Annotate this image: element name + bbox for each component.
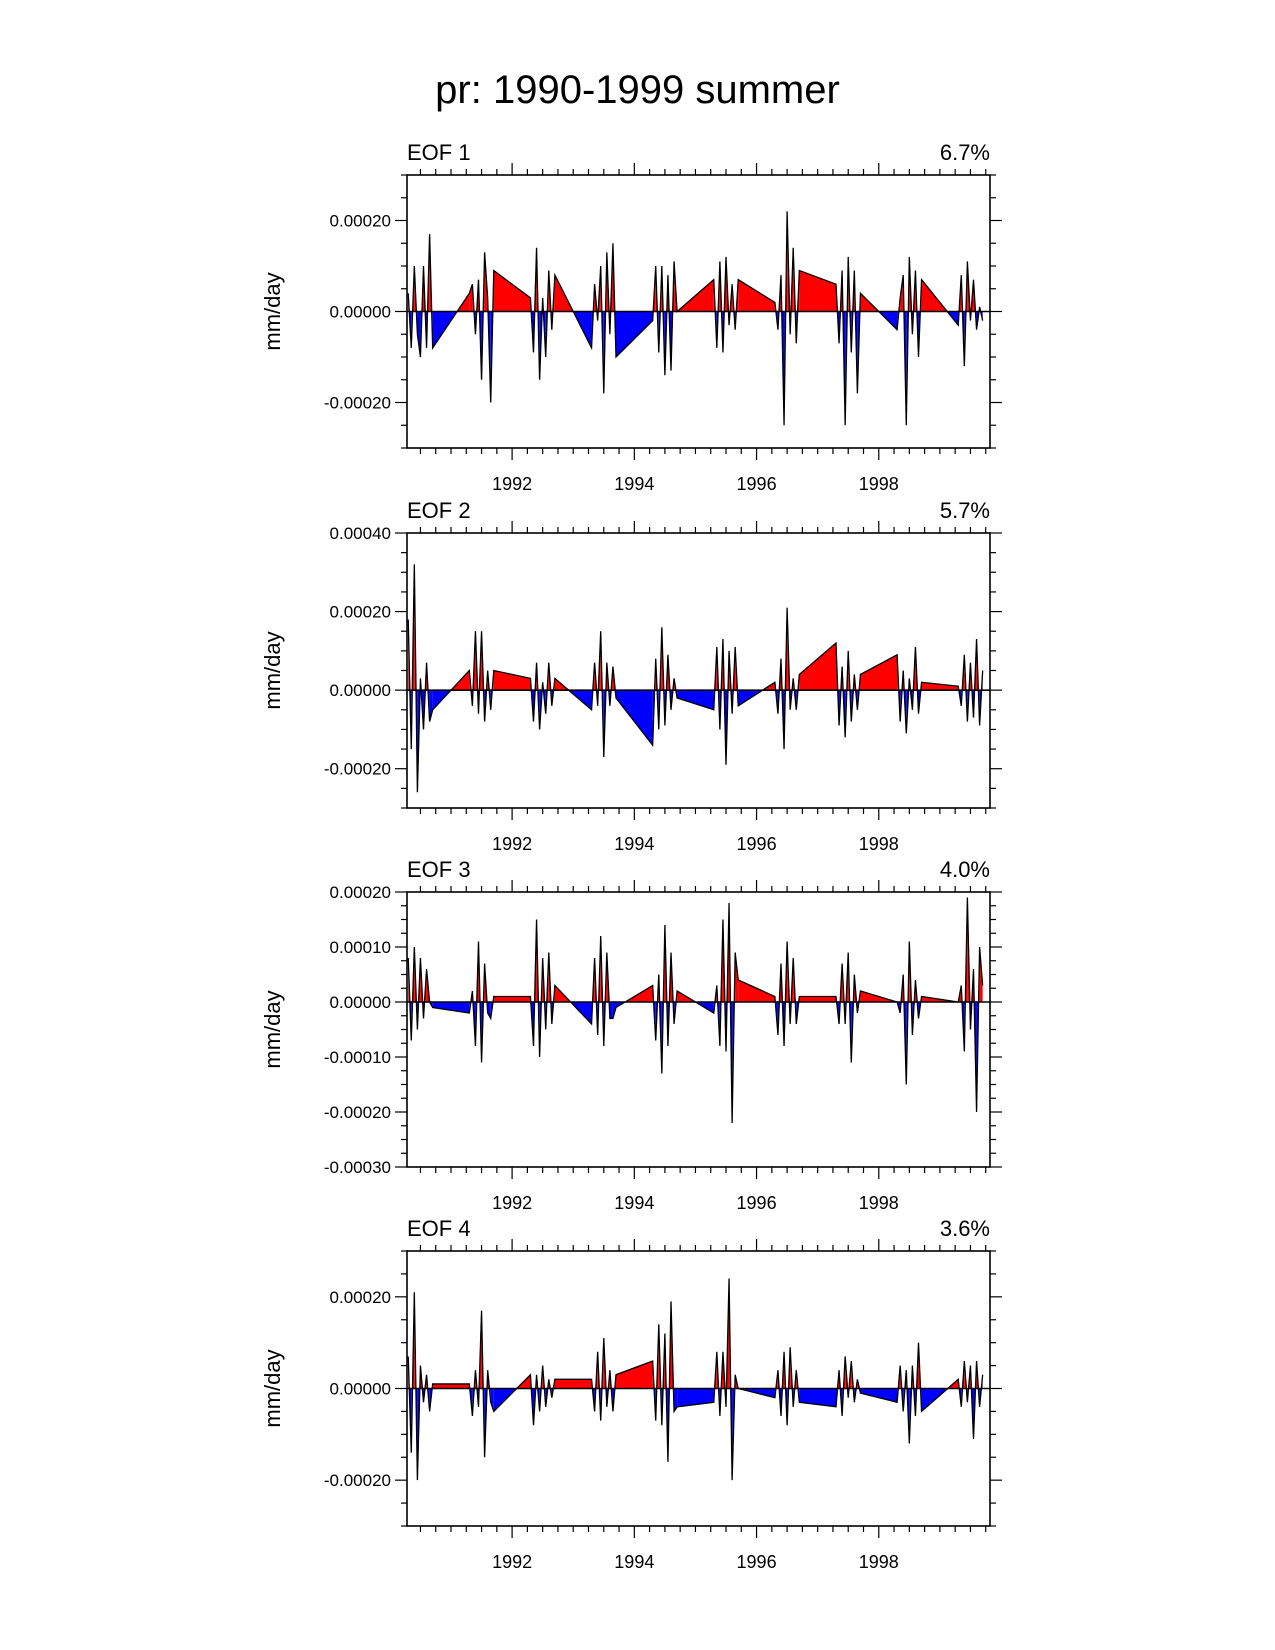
y-tick-label: -0.00020 xyxy=(324,1471,391,1490)
x-tick-label: 1994 xyxy=(614,474,654,494)
positive-area xyxy=(493,670,531,691)
plot-frame xyxy=(406,891,991,1168)
negative-area xyxy=(609,1002,613,1019)
panel-label: EOF 4 xyxy=(407,1216,471,1241)
negative-area xyxy=(677,690,714,710)
positive-area xyxy=(432,1383,470,1389)
positive-area xyxy=(799,270,836,312)
positive-area xyxy=(616,1361,653,1389)
eof-panel-1: -0.00020 0.00000 0.00020 1992 1994 1996 1998 EO… xyxy=(260,140,1002,494)
variance-label: 5.7% xyxy=(940,498,990,523)
series-line xyxy=(407,1278,984,1481)
fill-group xyxy=(407,1278,984,1481)
negative-area xyxy=(417,311,421,357)
x-tick-label: 1996 xyxy=(737,1193,777,1213)
positive-area xyxy=(799,996,836,1002)
y-axis-label: mm/day xyxy=(260,631,285,709)
x-tick-label: 1996 xyxy=(737,1552,777,1572)
panel-label: EOF 2 xyxy=(407,498,471,523)
y-tick-label: 0.00020 xyxy=(330,883,391,902)
negative-area xyxy=(487,1002,491,1019)
variance-label: 3.6% xyxy=(940,1216,990,1241)
panel-label: EOF 3 xyxy=(407,857,471,882)
x-tick-label: 1998 xyxy=(859,1552,899,1572)
y-tick-label: 0.00040 xyxy=(330,524,391,543)
variance-label: 4.0% xyxy=(940,857,990,882)
x-tick-label: 1996 xyxy=(737,834,777,854)
negative-area xyxy=(432,1002,470,1013)
negative-area xyxy=(429,690,433,722)
series-line xyxy=(407,897,984,1124)
x-tick-label: 1994 xyxy=(614,1193,654,1213)
positive-area xyxy=(493,996,531,1002)
y-tick-label: -0.00020 xyxy=(324,760,391,779)
positive-area xyxy=(799,643,836,691)
negative-area xyxy=(616,690,653,746)
x-tick-label: 1994 xyxy=(614,834,654,854)
positive-area xyxy=(738,980,775,1002)
fill-group xyxy=(407,211,984,426)
y-tick-label: 0.00020 xyxy=(330,1288,391,1307)
eof-panel-2: -0.00020 0.00000 0.00020 0.00040 1992 1994 199… xyxy=(260,498,1002,854)
negative-area xyxy=(677,1388,714,1407)
y-tick-label: -0.00020 xyxy=(324,394,391,413)
y-axis-label: mm/day xyxy=(260,272,285,350)
x-tick-label: 1998 xyxy=(859,834,899,854)
positive-area xyxy=(738,279,775,312)
variance-label: 6.7% xyxy=(940,140,990,165)
y-tick-label: 0.00020 xyxy=(330,603,391,622)
series-line xyxy=(407,564,984,793)
eof-panel-3: -0.00030 -0.00020 -0.00010 0.00000 0.00010 0.… xyxy=(260,857,1002,1213)
eof-panel-4: -0.00020 0.00000 0.00020 1992 1994 1996 1998 EO… xyxy=(260,1216,1002,1572)
y-tick-label: -0.00010 xyxy=(324,1048,391,1067)
panel-label: EOF 1 xyxy=(407,140,471,165)
negative-area xyxy=(674,1388,678,1412)
negative-area xyxy=(860,1388,898,1403)
x-tick-label: 1992 xyxy=(492,1552,532,1572)
negative-area xyxy=(799,1388,836,1407)
y-tick-label: -0.00020 xyxy=(324,1103,391,1122)
positive-area xyxy=(921,682,959,691)
negative-area xyxy=(616,311,653,357)
y-tick-label: 0.00000 xyxy=(330,303,391,322)
x-tick-label: 1992 xyxy=(492,1193,532,1213)
x-tick-label: 1992 xyxy=(492,474,532,494)
y-tick-label: 0.00000 xyxy=(330,1380,391,1399)
positive-area xyxy=(554,1379,592,1389)
fill-group xyxy=(407,897,984,1124)
x-tick-label: 1998 xyxy=(859,1193,899,1213)
y-axis-label: mm/day xyxy=(260,990,285,1068)
x-tick-label: 1992 xyxy=(492,834,532,854)
y-tick-label: 0.00000 xyxy=(330,681,391,700)
series-line xyxy=(407,211,984,426)
x-tick-label: 1998 xyxy=(859,474,899,494)
y-tick-label: -0.00030 xyxy=(324,1158,391,1177)
y-axis-label: mm/day xyxy=(260,1349,285,1427)
y-tick-label: 0.00020 xyxy=(330,212,391,231)
y-tick-label: 0.00010 xyxy=(330,938,391,957)
negative-area xyxy=(490,1388,494,1412)
positive-area xyxy=(493,270,531,312)
page-title: pr: 1990-1999 summer xyxy=(435,68,840,112)
positive-area xyxy=(860,654,898,691)
fill-group xyxy=(407,564,984,793)
y-tick-label: 0.00000 xyxy=(330,993,391,1012)
x-tick-label: 1996 xyxy=(737,474,777,494)
x-tick-label: 1994 xyxy=(614,1552,654,1572)
